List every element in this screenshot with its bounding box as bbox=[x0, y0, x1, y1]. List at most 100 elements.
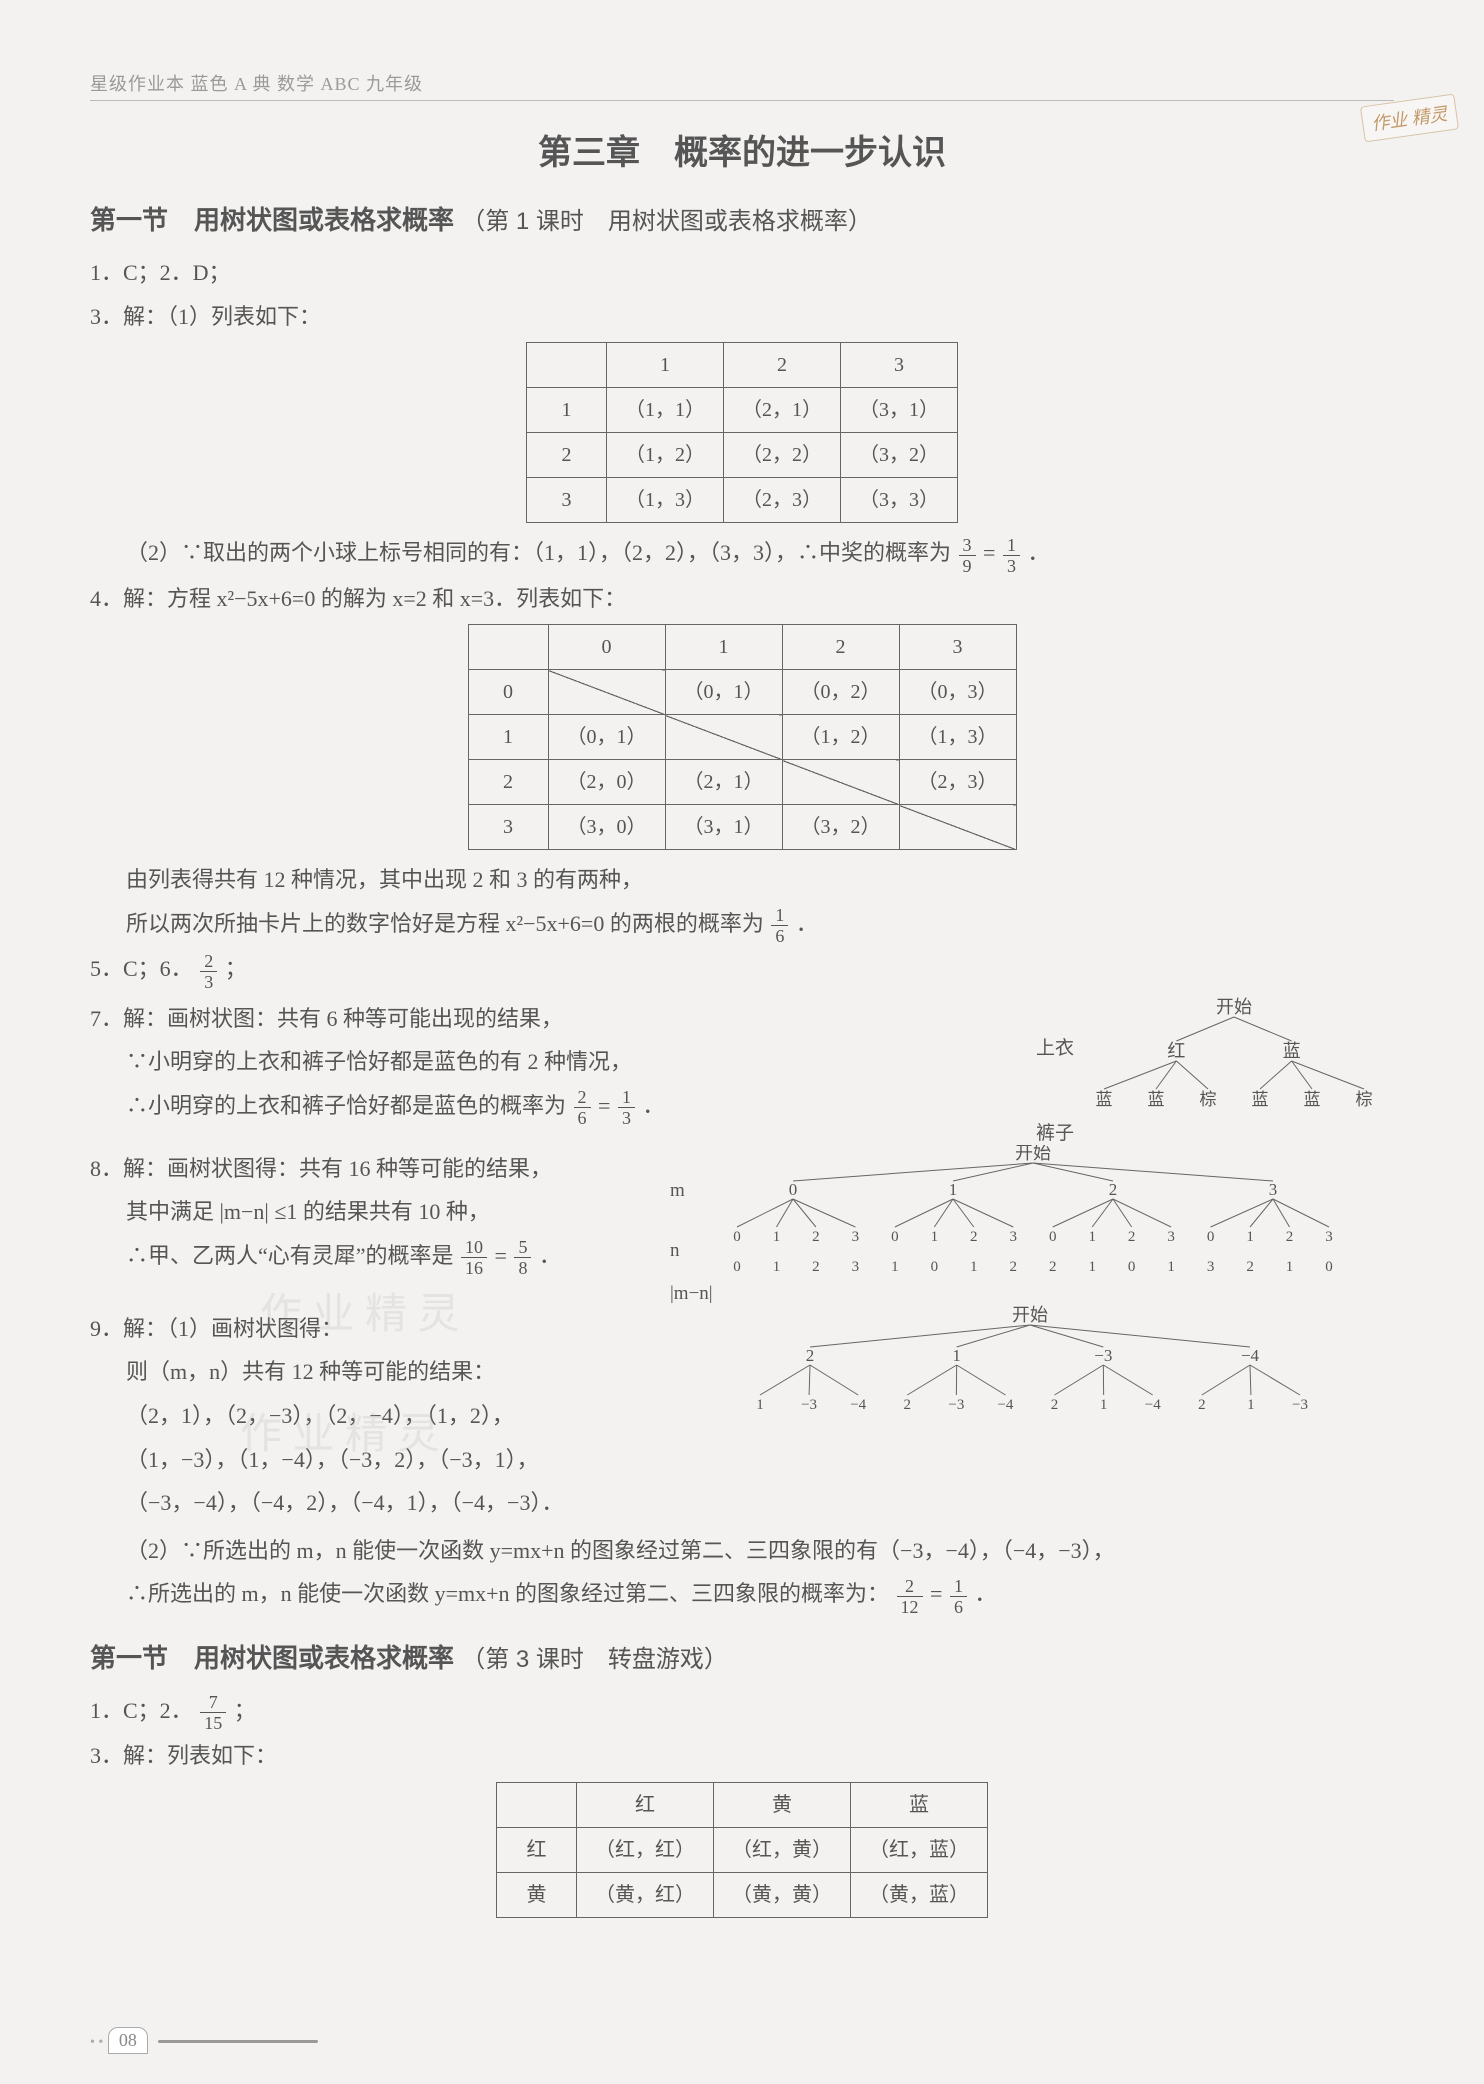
table-cell: （红，黄） bbox=[714, 1827, 851, 1872]
svg-text:1: 1 bbox=[1100, 1397, 1108, 1413]
book-header: 星级作业本 蓝色 A 典 数学 ABC 九年级 bbox=[90, 70, 1394, 101]
svg-text:开始: 开始 bbox=[1216, 997, 1252, 1017]
frac-den: 15 bbox=[200, 1713, 226, 1732]
svg-text:0: 0 bbox=[733, 1229, 741, 1245]
q8-l2: 其中满足 |m−n| ≤1 的结果共有 10 种， bbox=[90, 1192, 650, 1232]
q3-frac2: 13 bbox=[1003, 536, 1020, 575]
table-header-cell: 2 bbox=[782, 625, 899, 670]
table-cell: （2，0） bbox=[548, 760, 665, 805]
svg-text:2: 2 bbox=[1198, 1397, 1206, 1413]
section1-title-main: 第一节 用树状图或表格求概率 bbox=[90, 205, 454, 235]
section2-title: 第一节 用树状图或表格求概率 （第 3 课时 转盘游戏） bbox=[90, 1638, 1394, 1675]
svg-text:开始: 开始 bbox=[1015, 1145, 1051, 1163]
svg-text:0: 0 bbox=[733, 1259, 741, 1275]
svg-text:2: 2 bbox=[1108, 1180, 1117, 1199]
s2-q1q2: 1．C；2． 715 ； bbox=[90, 1691, 1394, 1732]
section2-title-sub: （第 3 课时 转盘游戏） bbox=[461, 1646, 728, 1673]
svg-text:1: 1 bbox=[948, 1180, 957, 1199]
section2-title-main: 第一节 用树状图或表格求概率 bbox=[90, 1643, 454, 1673]
q8-text-col: 8．解：画树状图得：共有 16 种等可能的结果， 其中满足 |m−n| ≤1 的… bbox=[90, 1145, 650, 1282]
q8-tree: mn|m−n| 开始012301230123012301230123101221… bbox=[670, 1145, 1353, 1305]
svg-text:棕: 棕 bbox=[1356, 1090, 1373, 1109]
table-header-cell bbox=[468, 625, 548, 670]
table-cell: （红，红） bbox=[577, 1827, 714, 1872]
section1-title-sub: （第 1 课时 用树状图或表格求概率） bbox=[461, 208, 872, 235]
q4-after1: 由列表得共有 12 种情况，其中出现 2 和 3 的有两种， bbox=[90, 860, 1394, 900]
frac-den: 12 bbox=[897, 1597, 923, 1616]
table-cell: （0，1） bbox=[665, 670, 782, 715]
table-cell: （3，2） bbox=[841, 433, 958, 478]
svg-text:蓝: 蓝 bbox=[1096, 1090, 1113, 1109]
page-footer: • • 08 bbox=[90, 2027, 318, 2054]
eq: = bbox=[930, 1581, 948, 1606]
q4-after2a: 所以两次所抽卡片上的数字恰好是方程 x²−5x+6=0 的两根的概率为 bbox=[126, 911, 764, 936]
frac-num: 5 bbox=[514, 1238, 531, 1258]
table-cell bbox=[665, 715, 782, 760]
svg-text:2: 2 bbox=[806, 1346, 815, 1365]
q5-q6a: 5．C；6． bbox=[90, 956, 193, 981]
table-cell: （黄，红） bbox=[577, 1872, 714, 1917]
s2-frac: 715 bbox=[200, 1693, 226, 1732]
svg-text:−4: −4 bbox=[1145, 1397, 1161, 1413]
table-cell: （1，3） bbox=[607, 478, 724, 523]
table-header-cell: 1 bbox=[665, 625, 782, 670]
svg-text:红: 红 bbox=[1167, 1041, 1185, 1061]
svg-text:开始: 开始 bbox=[1012, 1305, 1048, 1325]
frac-num: 7 bbox=[200, 1693, 226, 1713]
q9-frac2: 16 bbox=[950, 1577, 967, 1616]
q8-frac2: 58 bbox=[514, 1238, 531, 1277]
frac-num: 1 bbox=[950, 1577, 967, 1597]
q8-frac1: 1016 bbox=[461, 1238, 487, 1277]
table-cell: （1，2） bbox=[782, 715, 899, 760]
svg-text:蓝: 蓝 bbox=[1304, 1090, 1321, 1109]
frac-den: 16 bbox=[461, 1258, 487, 1277]
svg-text:蓝: 蓝 bbox=[1148, 1090, 1165, 1109]
svg-text:0: 0 bbox=[788, 1180, 797, 1199]
table-cell: （3，1） bbox=[841, 388, 958, 433]
frac-den: 6 bbox=[771, 926, 788, 945]
svg-text:3: 3 bbox=[1268, 1180, 1277, 1199]
frac-num: 10 bbox=[461, 1238, 487, 1258]
svg-text:−3: −3 bbox=[1292, 1397, 1308, 1413]
svg-text:2: 2 bbox=[812, 1229, 820, 1245]
table-header-cell: 红 bbox=[577, 1782, 714, 1827]
table-cell: 2 bbox=[527, 433, 607, 478]
q9-p2a: （2）∵所选出的 m，n 能使一次函数 y=mx+n 的图象经过第二、三四象限的… bbox=[90, 1531, 1394, 1571]
svg-text:−3: −3 bbox=[801, 1397, 817, 1413]
svg-text:0: 0 bbox=[1049, 1229, 1057, 1245]
table-cell: （3，0） bbox=[548, 805, 665, 850]
q9-frac1: 212 bbox=[897, 1577, 923, 1616]
svg-text:0: 0 bbox=[891, 1229, 899, 1245]
period: ． bbox=[974, 1581, 996, 1606]
table-cell: （2，2） bbox=[724, 433, 841, 478]
svg-text:1: 1 bbox=[756, 1397, 764, 1413]
svg-text:3: 3 bbox=[851, 1229, 859, 1245]
q6-frac: 23 bbox=[200, 952, 217, 991]
svg-text:−4: −4 bbox=[997, 1397, 1013, 1413]
table-header-cell: 3 bbox=[899, 625, 1016, 670]
q9-l3: （2，1），（2，−3），（2，−4），（1，2）， bbox=[90, 1396, 710, 1436]
page-number: 08 bbox=[108, 2027, 148, 2054]
table-cell: （红，蓝） bbox=[851, 1827, 988, 1872]
period: ． bbox=[539, 1243, 561, 1268]
svg-text:1: 1 bbox=[970, 1259, 978, 1275]
table-cell: （2，3） bbox=[724, 478, 841, 523]
table-cell: （2，1） bbox=[665, 760, 782, 805]
table-cell: 红 bbox=[497, 1827, 577, 1872]
svg-text:棕: 棕 bbox=[1200, 1090, 1217, 1109]
svg-text:1: 1 bbox=[772, 1229, 780, 1245]
table-cell bbox=[548, 670, 665, 715]
frac-den: 3 bbox=[200, 972, 217, 991]
table-header-cell bbox=[527, 343, 607, 388]
table-header-cell: 黄 bbox=[714, 1782, 851, 1827]
table-cell: （2，3） bbox=[899, 760, 1016, 805]
svg-text:2: 2 bbox=[970, 1229, 978, 1245]
q9-l4: （1，−3），（1，−4），（−3，2），（−3，1）， bbox=[90, 1440, 710, 1480]
q7-l2: ∵小明穿的上衣和裤子恰好都是蓝色的有 2 种情况， bbox=[90, 1042, 1016, 1082]
q9-l1: 9．解：（1）画树状图得： bbox=[90, 1309, 710, 1349]
svg-text:3: 3 bbox=[1167, 1229, 1175, 1245]
frac-den: 8 bbox=[514, 1258, 531, 1277]
q7-frac1: 26 bbox=[574, 1088, 591, 1127]
svg-text:2: 2 bbox=[812, 1259, 820, 1275]
q4-frac: 16 bbox=[771, 906, 788, 945]
